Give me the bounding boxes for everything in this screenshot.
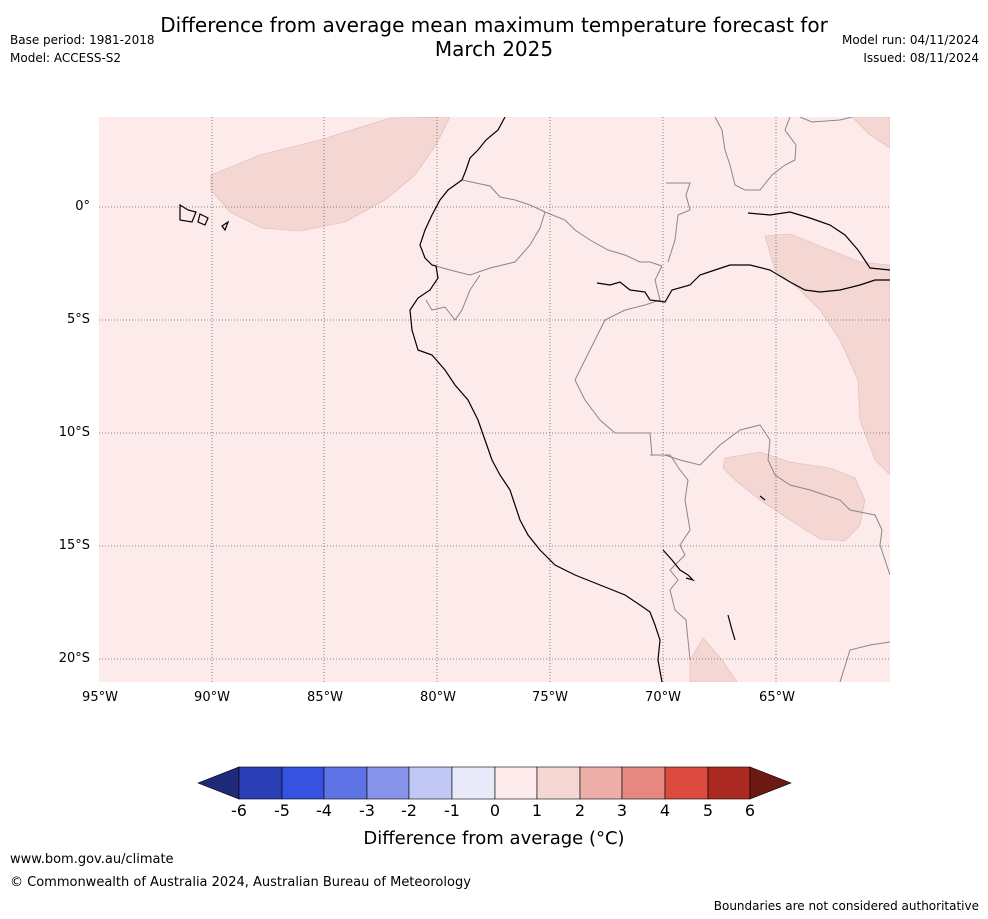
- colorbar-seg-5: [707, 766, 751, 800]
- cb-tick: -6: [231, 801, 247, 820]
- lon-label-75w: 75°W: [532, 690, 568, 705]
- anomaly-patch-south: [689, 637, 738, 682]
- anomaly-patch-pacific: [210, 117, 451, 232]
- cb-tick: -1: [444, 801, 460, 820]
- chart-title: Difference from average mean maximum tem…: [0, 13, 988, 61]
- colorbar-seg-2: [579, 766, 623, 800]
- colorbar-title: Difference from average (°C): [363, 828, 625, 849]
- cb-tick: 2: [574, 801, 586, 820]
- cb-tick: -2: [401, 801, 417, 820]
- cb-tick: 3: [616, 801, 628, 820]
- coastlines: [179, 117, 890, 682]
- model-run: Model run: 04/11/2024: [841, 33, 979, 47]
- colorbar-seg-m4: [323, 766, 368, 800]
- lat-label-20s: 20°S: [58, 651, 90, 666]
- cb-tick: -4: [316, 801, 332, 820]
- lat-label-10s: 10°S: [58, 425, 90, 440]
- meta-left: Base period: 1981-2018 Model: ACCESS-S2: [10, 31, 155, 67]
- cb-tick: 0: [489, 801, 501, 820]
- cb-tick: 6: [744, 801, 756, 820]
- colorbar-seg-4: [664, 766, 709, 800]
- colorbar-seg-m2: [408, 766, 453, 800]
- lon-label-85w: 85°W: [307, 690, 343, 705]
- cb-tick: 5: [702, 801, 714, 820]
- colorbar-seg-1: [536, 766, 581, 800]
- colorbar-seg-m1: [451, 766, 496, 800]
- issued-date: Issued: 08/11/2024: [863, 51, 979, 65]
- lat-label-5s: 5°S: [66, 312, 90, 327]
- title-line-1: Difference from average mean maximum tem…: [160, 13, 828, 37]
- colorbar-seg-below: [197, 766, 240, 800]
- base-period: Base period: 1981-2018: [10, 33, 155, 47]
- lat-label-0: 0°: [75, 199, 90, 214]
- colorbar-seg-m3: [366, 766, 410, 800]
- lon-label-95w: 95°W: [82, 690, 118, 705]
- anomaly-patch-ne-corner: [851, 117, 890, 149]
- lon-label-65w: 65°W: [759, 690, 795, 705]
- lon-label-80w: 80°W: [420, 690, 456, 705]
- colorbar-seg-3: [621, 766, 666, 800]
- website-link[interactable]: www.bom.gov.au/climate: [10, 852, 174, 867]
- anomaly-patch-bolivia: [722, 451, 866, 542]
- cb-tick: -5: [274, 801, 290, 820]
- lon-label-70w: 70°W: [645, 690, 681, 705]
- disclaimer-text: Boundaries are not considered authoritat…: [713, 899, 979, 913]
- colorbar-seg-m6: [238, 766, 283, 800]
- cb-tick: -3: [359, 801, 375, 820]
- colorbar-seg-m5: [281, 766, 325, 800]
- cb-tick: 4: [659, 801, 671, 820]
- meta-right: Model run: 04/11/2024 Issued: 08/11/2024: [842, 31, 979, 67]
- model-name: Model: ACCESS-S2: [10, 51, 122, 65]
- copyright-text: © Commonwealth of Australia 2024, Austra…: [10, 875, 471, 890]
- country-borders: [425, 117, 890, 682]
- title-line-2: March 2025: [434, 37, 554, 61]
- cb-tick: 1: [531, 801, 543, 820]
- anomaly-patch-amazon: [764, 233, 890, 476]
- lon-label-90w: 90°W: [194, 690, 230, 705]
- colorbar-seg-0: [494, 766, 538, 800]
- graticule: [99, 117, 890, 682]
- colorbar-seg-above: [749, 766, 792, 800]
- lat-label-15s: 15°S: [58, 538, 90, 553]
